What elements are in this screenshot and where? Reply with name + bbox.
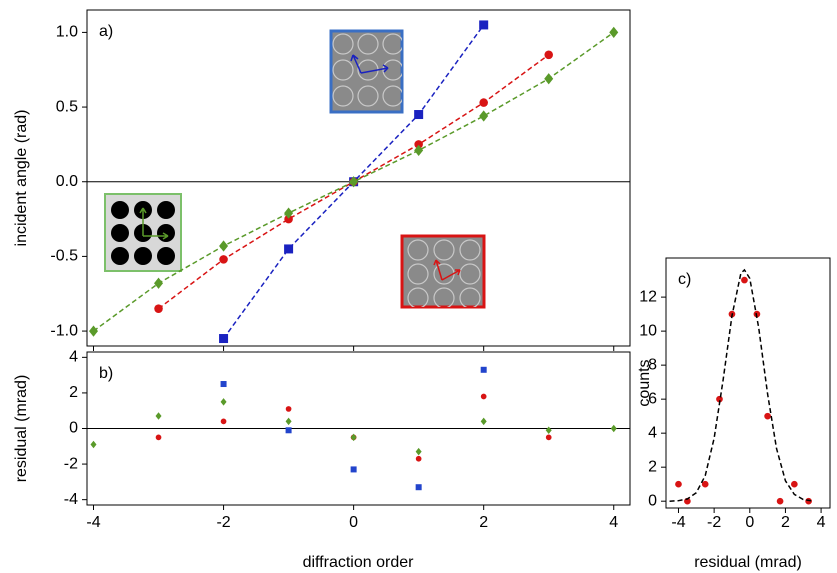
marker-diamond xyxy=(284,207,294,219)
marker-circle xyxy=(155,434,162,441)
marker-square xyxy=(414,110,424,120)
marker-circle xyxy=(716,395,723,403)
marker-circle xyxy=(154,304,163,313)
y-tick-label: 12 xyxy=(639,288,657,305)
marker-circle xyxy=(776,497,784,505)
y-tick-label: 4 xyxy=(648,424,657,441)
marker-square xyxy=(480,366,487,373)
marker-diamond xyxy=(219,240,229,252)
marker-circle xyxy=(544,50,553,60)
y-tick-label: 0 xyxy=(69,420,78,437)
y-tick-label: 0 xyxy=(648,492,657,509)
marker-circle xyxy=(741,276,748,284)
marker-diamond xyxy=(480,417,487,426)
y-tick-label: 1.0 xyxy=(56,24,78,41)
marker-diamond xyxy=(350,433,357,442)
panel: 0 2 4 6 8 10 12 -4 -2 0 2 4 c) counts residual (mrad) xyxy=(636,257,831,571)
y-tick-label: 4 xyxy=(69,349,78,366)
marker-square xyxy=(284,244,294,254)
marker-diamond xyxy=(154,277,164,289)
marker-square xyxy=(220,381,227,388)
marker-circle xyxy=(284,214,293,224)
marker-square xyxy=(479,20,489,30)
marker-circle xyxy=(675,480,682,488)
marker-diamond xyxy=(544,73,554,85)
panel-label: a) xyxy=(99,23,113,40)
marker-square xyxy=(219,334,229,344)
y-tick-label: 2 xyxy=(648,458,657,475)
x-tick-label: 0 xyxy=(349,514,358,531)
y-axis-label: incident angle (rad) xyxy=(13,110,30,247)
marker-circle xyxy=(415,455,422,462)
x-tick-label: 4 xyxy=(817,514,826,531)
marker-diamond xyxy=(90,440,97,449)
panel: 1.0 0.5 0.0 -0.5 -1.0 a) incident angle (rad) xyxy=(13,9,631,351)
x-tick-label: 0 xyxy=(745,514,754,531)
marker-circle xyxy=(764,412,771,420)
panel: -4 -2 0 2 4 -4 -2 0 2 4 b) residual (mrad) diffracti… xyxy=(13,349,631,571)
marker-diamond xyxy=(349,176,359,188)
y-axis-label: counts xyxy=(636,359,653,406)
y-tick-label: 0.5 xyxy=(56,98,78,115)
y-tick-label: -2 xyxy=(64,455,78,472)
y-tick-label: 8 xyxy=(648,356,657,373)
x-tick-label: -4 xyxy=(86,514,100,531)
marker-circle xyxy=(480,393,487,400)
x-axis-label: residual (mrad) xyxy=(694,554,802,571)
plot-frame xyxy=(665,257,831,509)
marker-diamond xyxy=(155,412,162,420)
y-tick-label: -4 xyxy=(64,491,78,508)
y-tick-label: 0.0 xyxy=(56,173,78,190)
marker-diamond xyxy=(609,26,619,39)
fit-line xyxy=(669,268,813,502)
marker-circle xyxy=(545,434,552,441)
marker-circle xyxy=(479,98,488,107)
marker-diamond xyxy=(479,110,489,122)
x-tick-label: -2 xyxy=(216,514,230,531)
marker-diamond xyxy=(89,325,99,337)
y-tick-label: 10 xyxy=(639,322,657,339)
y-tick-label: -1.0 xyxy=(50,322,78,339)
x-tick-label: 2 xyxy=(479,514,488,531)
marker-circle xyxy=(701,480,709,488)
y-tick-label: 2 xyxy=(69,384,78,401)
marker-diamond xyxy=(610,424,617,433)
marker-diamond xyxy=(415,447,422,456)
marker-square xyxy=(415,484,422,491)
plot-frame xyxy=(86,9,631,347)
x-tick-label: 2 xyxy=(781,514,790,531)
y-tick-label: -0.5 xyxy=(50,248,78,265)
marker-diamond xyxy=(545,426,552,435)
x-tick-label: -4 xyxy=(671,514,685,531)
inset-blue xyxy=(329,29,404,114)
marker-circle xyxy=(220,418,227,425)
marker-square xyxy=(350,466,357,473)
x-tick-label: 4 xyxy=(609,514,618,531)
inset-red xyxy=(400,234,486,309)
y-axis-label: residual (mrad) xyxy=(13,375,30,483)
inset-green xyxy=(104,193,182,272)
marker-circle xyxy=(285,406,292,412)
y-tick-label: 6 xyxy=(648,390,657,407)
x-axis-label: diffraction order xyxy=(303,554,415,571)
marker-circle xyxy=(791,480,798,488)
panel-label: b) xyxy=(99,365,113,382)
marker-circle xyxy=(414,140,423,149)
marker-diamond xyxy=(285,417,292,426)
marker-circle xyxy=(219,255,228,264)
x-tick-label: -2 xyxy=(707,514,721,531)
marker-diamond xyxy=(220,398,227,406)
marker-diamond xyxy=(414,144,424,156)
panel-label: c) xyxy=(678,271,691,288)
marker-square xyxy=(285,427,292,434)
